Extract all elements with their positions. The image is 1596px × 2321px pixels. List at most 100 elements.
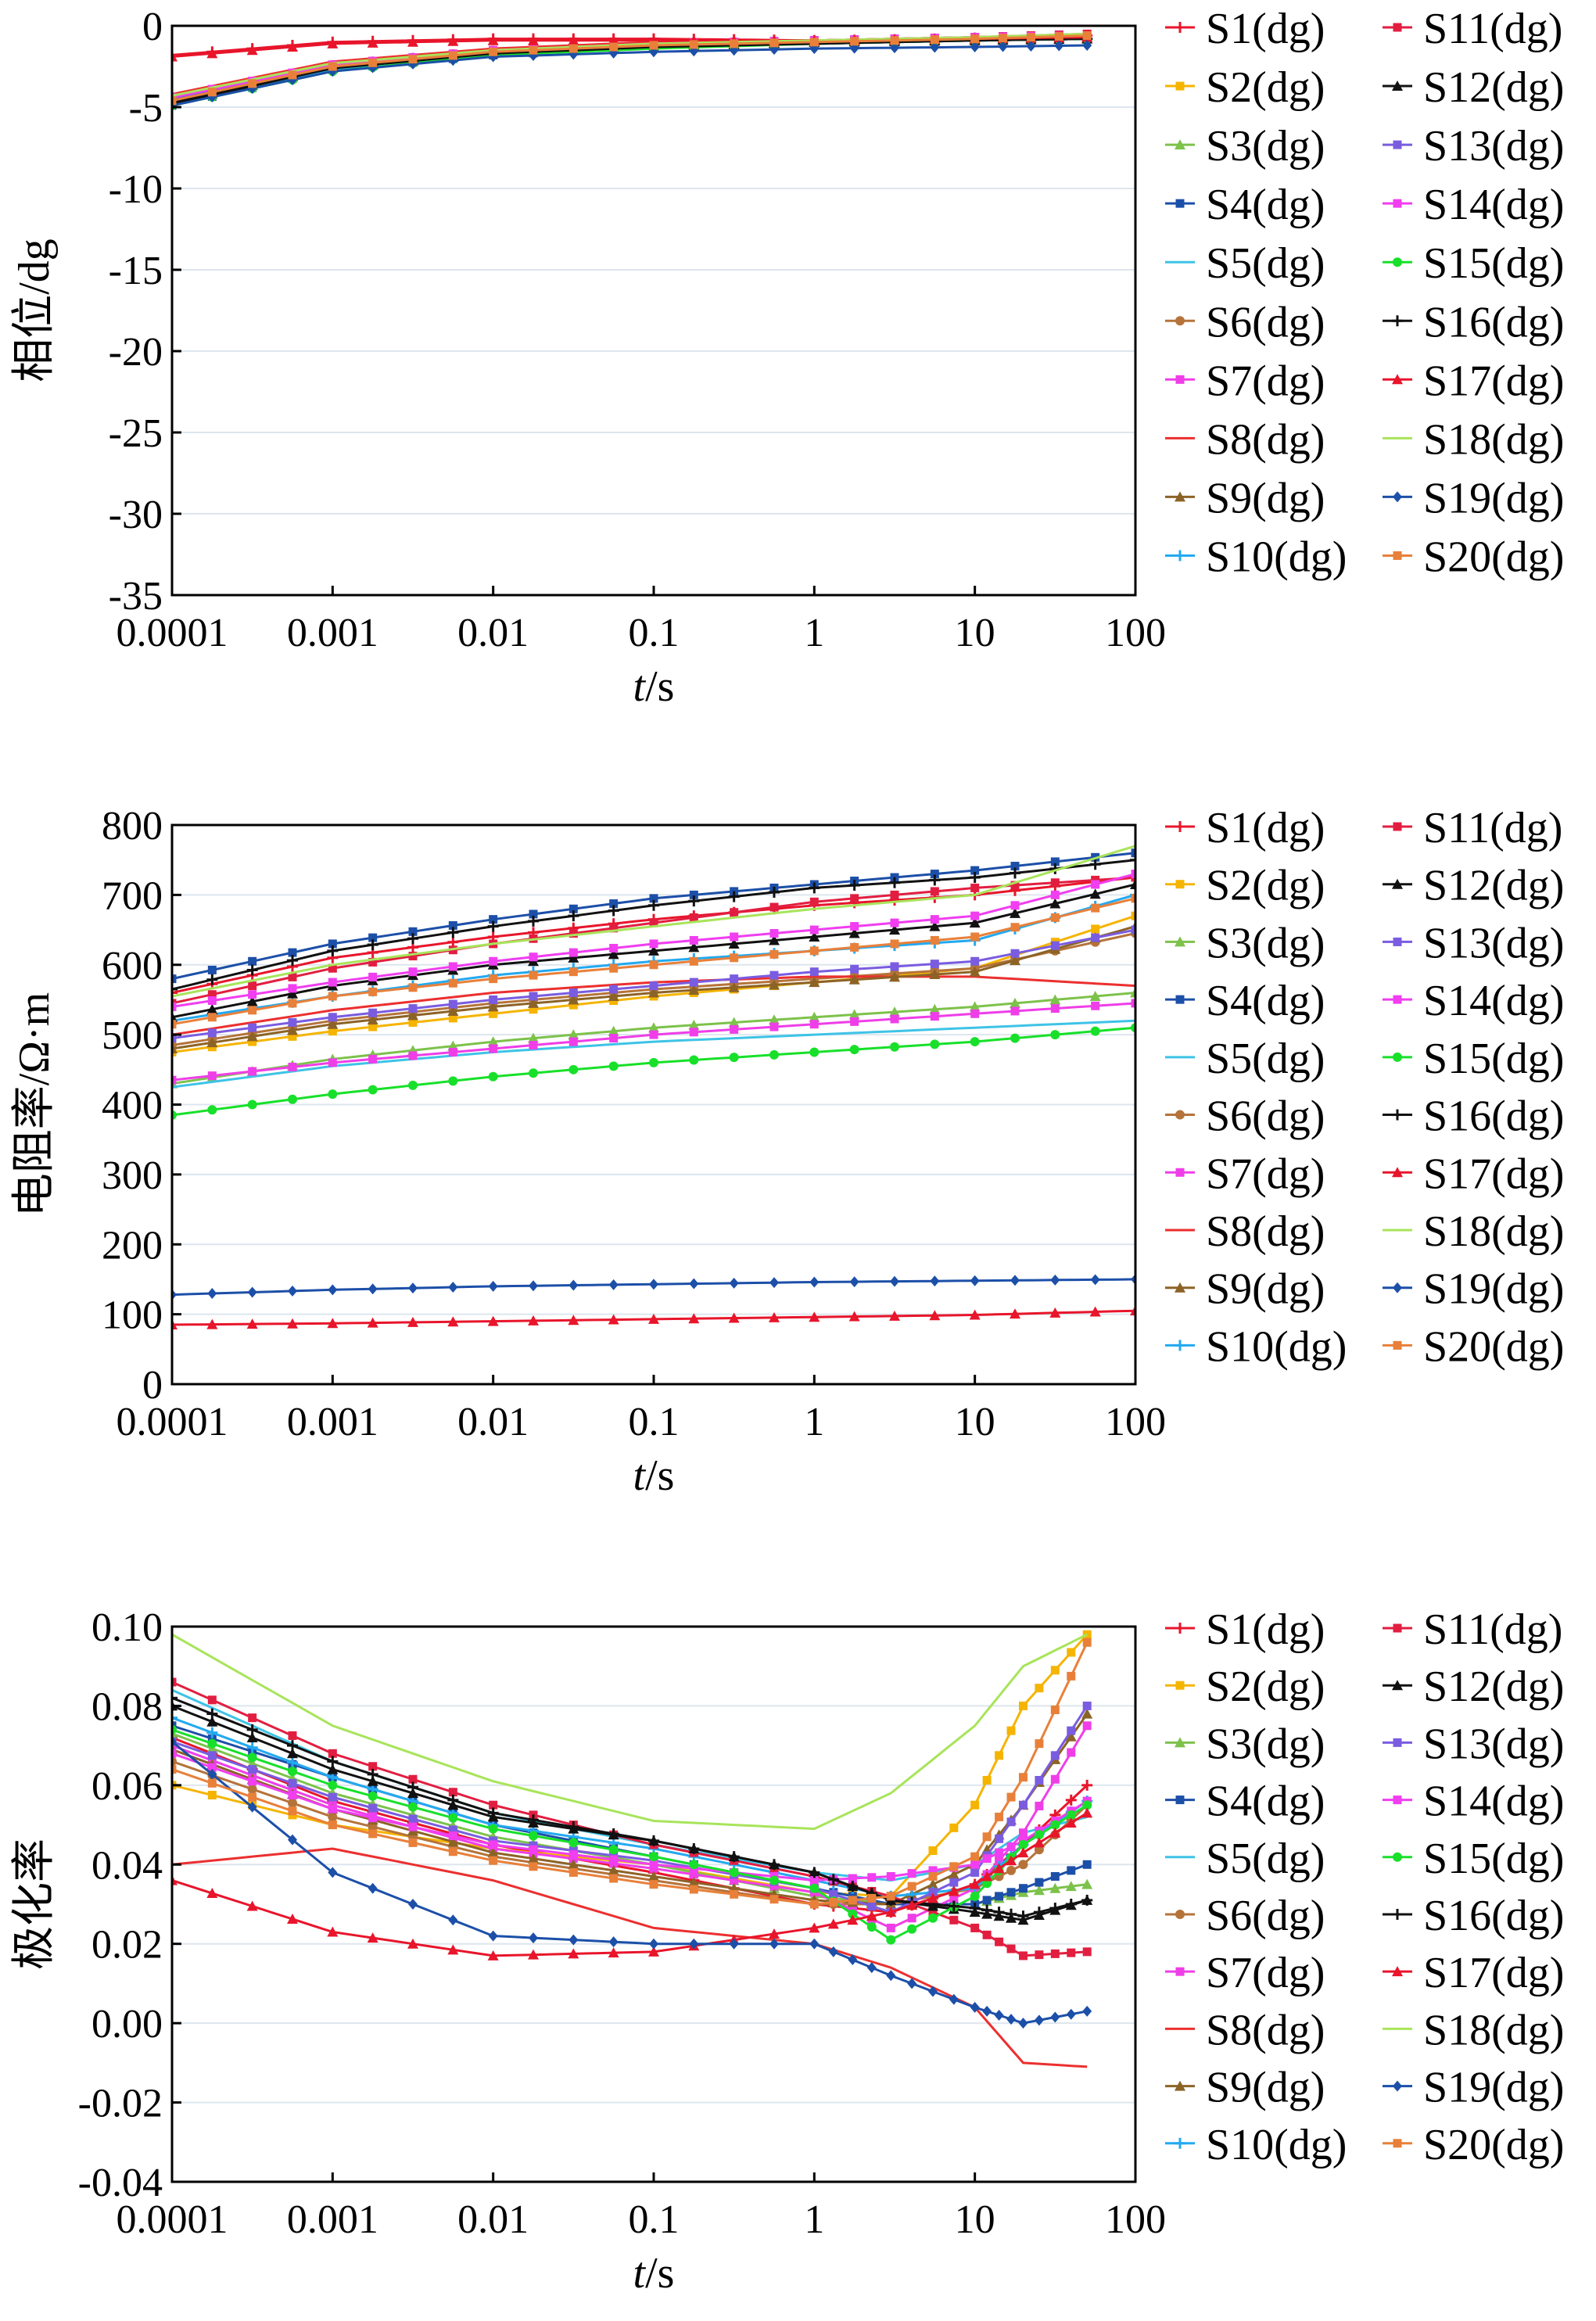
legend-marker	[1392, 81, 1403, 91]
data-point	[487, 920, 499, 932]
plot-area	[172, 845, 1135, 1330]
legend-item: S4(dg)	[1165, 977, 1325, 1025]
data-point	[248, 79, 257, 88]
data-point	[328, 1058, 337, 1067]
data-point	[328, 1284, 338, 1296]
data-point	[447, 1944, 459, 1955]
data-point	[367, 1014, 378, 1025]
data-point	[906, 1899, 918, 1910]
data-point	[408, 1802, 418, 1812]
data-point	[928, 1846, 938, 1856]
legend-item: S19(dg)	[1383, 1265, 1564, 1314]
y-tick-label: -30	[109, 493, 163, 537]
legend-label: S6(dg)	[1206, 1892, 1325, 1940]
data-point	[568, 1315, 579, 1326]
data-point	[769, 1882, 779, 1891]
data-point	[328, 1780, 338, 1790]
data-point	[1050, 1706, 1060, 1714]
data-point	[328, 62, 337, 71]
data-point	[328, 1804, 337, 1813]
data-point	[982, 1930, 992, 1939]
data-point	[1034, 1830, 1044, 1840]
data-point	[1091, 933, 1100, 942]
data-point	[1089, 1306, 1101, 1317]
legend-marker	[1175, 139, 1185, 150]
data-point	[1050, 890, 1060, 899]
data-point	[368, 1054, 378, 1064]
data-point	[867, 1893, 877, 1903]
data-point	[649, 1057, 658, 1067]
data-point	[1081, 1807, 1093, 1818]
data-point	[847, 1881, 859, 1892]
data-point	[1006, 1908, 1017, 1920]
data-point	[487, 1001, 499, 1012]
data-point	[1033, 1907, 1045, 1918]
data-point	[368, 1803, 378, 1813]
data-point	[246, 964, 258, 976]
data-point	[328, 1089, 338, 1100]
legend-label: S14(dg)	[1423, 977, 1564, 1025]
legend-marker	[1392, 878, 1403, 889]
legend-marker	[1393, 551, 1402, 560]
legend-label: S17(dg)	[1423, 357, 1564, 405]
data-point	[867, 1873, 877, 1882]
data-point	[1010, 881, 1020, 890]
legend-item: S15(dg)	[1383, 1835, 1564, 1883]
x-tick-label: 100	[1105, 611, 1166, 655]
data-point	[489, 1800, 498, 1810]
data-point	[1050, 2011, 1060, 2023]
legend-marker	[1393, 2139, 1402, 2148]
legend-item: S19(dg)	[1383, 2064, 1564, 2112]
data-point	[1067, 1671, 1076, 1681]
data-point	[172, 51, 178, 62]
data-point	[730, 1024, 739, 1034]
data-point	[970, 1860, 980, 1869]
data-point	[1034, 2014, 1044, 2026]
data-point	[327, 1018, 339, 1029]
data-point	[982, 1776, 992, 1785]
data-point	[828, 1946, 838, 1957]
legend-marker	[1175, 1967, 1185, 1976]
data-point	[287, 41, 298, 52]
legend-marker	[1392, 374, 1403, 385]
data-point	[730, 974, 739, 984]
legend: S1(dg) S2(dg) S3(dg) S4(dg) S5(dg) S6(dg) S7(d…	[1165, 1605, 1564, 2169]
legend-item: S4(dg)	[1165, 1778, 1325, 1826]
legend-marker	[1175, 550, 1185, 561]
data-point	[246, 995, 258, 1006]
data-point	[172, 974, 177, 984]
data-point	[688, 985, 700, 995]
data-point	[949, 1823, 959, 1832]
data-point	[729, 1053, 739, 1063]
legend-item: S9(dg)	[1165, 1265, 1325, 1314]
data-point	[1130, 878, 1135, 889]
x-tick-label: 0.001	[287, 2197, 378, 2242]
data-point	[368, 1762, 378, 1771]
data-point	[848, 1311, 860, 1322]
legend-marker	[1393, 1282, 1402, 1293]
legend-item: S1(dg)	[1165, 804, 1325, 852]
x-tick-label: 0.0001	[117, 611, 228, 655]
data-point	[1050, 1004, 1060, 1013]
legend-label: S13(dg)	[1423, 919, 1564, 967]
data-point	[995, 1856, 1004, 1865]
data-point	[1130, 987, 1135, 998]
data-point	[1010, 949, 1020, 958]
data-point	[1054, 40, 1064, 52]
data-point	[769, 1311, 780, 1322]
data-point	[728, 981, 740, 992]
legend-marker	[1392, 1908, 1403, 1920]
legend-marker	[1175, 1110, 1185, 1120]
legend-marker	[1175, 1795, 1185, 1805]
data-point	[930, 35, 939, 45]
data-point	[448, 1914, 458, 1926]
data-point	[407, 1781, 418, 1793]
data-point	[246, 1318, 258, 1329]
y-tick-label: 0	[142, 5, 163, 49]
data-point	[287, 1914, 298, 1925]
data-point	[649, 939, 658, 949]
data-point	[1010, 1006, 1020, 1016]
data-point	[1082, 30, 1092, 40]
data-point	[982, 1832, 992, 1842]
data-point	[688, 895, 700, 907]
